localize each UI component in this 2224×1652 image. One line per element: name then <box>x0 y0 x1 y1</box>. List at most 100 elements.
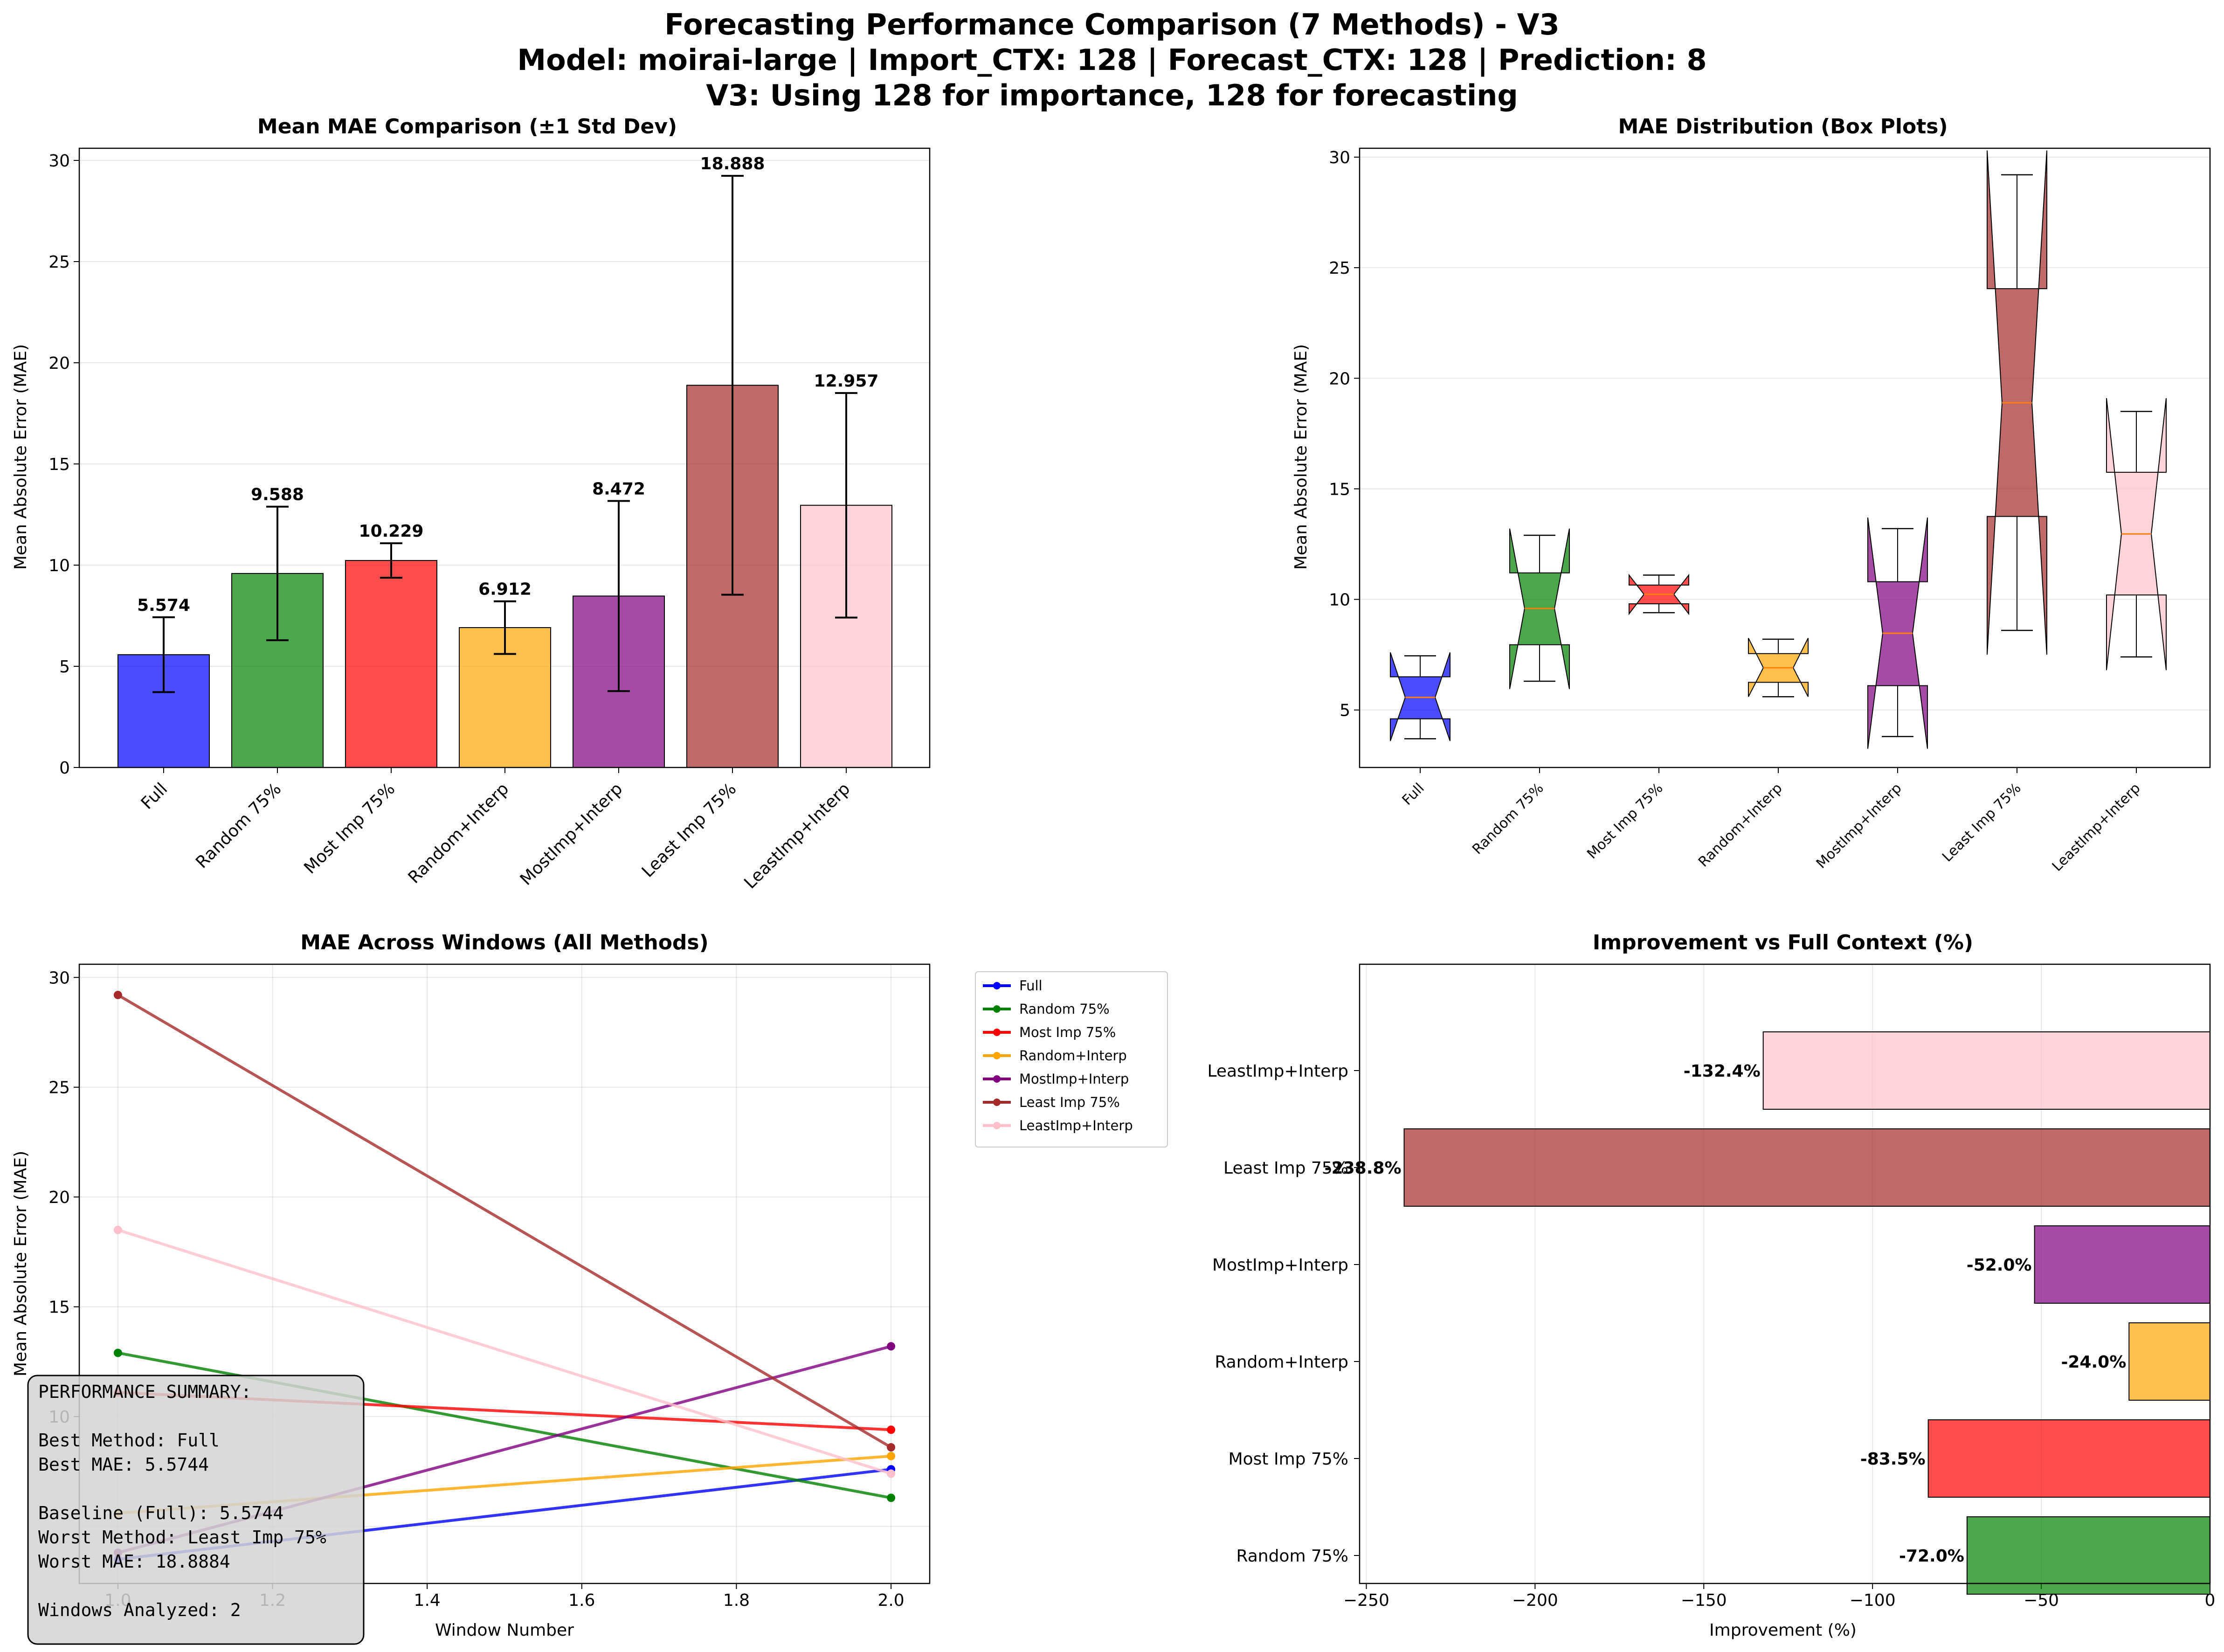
ax4-xtick-label: −150 <box>1681 1591 1727 1610</box>
ax1-title: Mean MAE Comparison (±1 Std Dev) <box>257 115 677 138</box>
ax1-ytick-label: 10 <box>48 556 70 575</box>
ax3-series-marker <box>887 1425 896 1434</box>
legend-label: Random 75% <box>1019 1001 1110 1017</box>
ax2-ytick-label: 20 <box>1329 369 1350 388</box>
ax3-ylabel: Mean Absolute Error (MAE) <box>11 1151 30 1376</box>
ax4-ytick-label: Most Imp 75% <box>1229 1450 1348 1469</box>
ax1-value-label: 10.229 <box>359 522 424 541</box>
legend-label: Least Imp 75% <box>1019 1094 1120 1110</box>
ax4-value-label: -24.0% <box>2061 1353 2126 1372</box>
ax4-bar <box>1403 1128 2211 1207</box>
ax1-ytick-label: 5 <box>59 657 70 677</box>
summary-line: Worst MAE: 18.8884 <box>38 1551 230 1572</box>
ax4-xlabel: Improvement (%) <box>1709 1621 1857 1640</box>
ax3-frame <box>78 963 931 1584</box>
ax3-ytick-label: 15 <box>48 1298 70 1317</box>
ax3-xtick-label: 1.6 <box>568 1591 595 1610</box>
summary-line: Best Method: Full <box>38 1430 220 1451</box>
figure-title-line-2: Model: moirai-large | Import_CTX: 128 | … <box>517 43 1706 77</box>
ax4-value-label: -238.8% <box>1325 1159 1402 1178</box>
ax1-xtick-label: Full <box>138 779 172 813</box>
ax4-ytick-label: MostImp+Interp <box>1212 1256 1348 1275</box>
ax2-ytick-label: 5 <box>1340 701 1350 720</box>
ax3-ytick-label: 20 <box>48 1188 70 1207</box>
ax2-xtick-label: Full <box>1399 780 1428 809</box>
ax4-ytick-label: Least Imp 75% <box>1223 1159 1348 1178</box>
ax1-xtick-label: Random+Interp <box>405 779 513 887</box>
ax2-xtick-label: LeastImp+Interp <box>2049 780 2144 875</box>
ax1-value-label: 9.588 <box>251 485 304 505</box>
ax1-ytick-label: 15 <box>48 455 70 474</box>
ax3-ytick-label: 25 <box>48 1078 70 1098</box>
legend: Full Random 75% Most Imp 75% Random+Interp M… <box>975 971 1168 1147</box>
ax3-xtick-label: 2.0 <box>877 1591 904 1610</box>
figure-title-line-1: Forecasting Performance Comparison (7 Me… <box>664 7 1560 41</box>
ax4-bar <box>2034 1225 2211 1304</box>
ax3-series-line <box>117 1228 891 1475</box>
ax1-value-label: 6.912 <box>478 580 532 599</box>
ax4-value-label: -52.0% <box>1967 1256 2032 1275</box>
ax3-series-marker <box>113 1225 122 1234</box>
ax3-xtick-label: 1.4 <box>414 1591 441 1610</box>
improvement-barh-chart: Improvement vs Full Context (%) Improvem… <box>1207 931 2215 1640</box>
ax4-title: Improvement vs Full Context (%) <box>1593 931 1973 954</box>
ax4-xtick-label: −250 <box>1343 1591 1389 1610</box>
ax1-xtick-label: LeastImp+Interp <box>740 779 854 892</box>
performance-summary-box: PERFORMANCE SUMMARY: Best Method: Full Bes… <box>27 1375 365 1645</box>
summary-line: Windows Analyzed: 2 <box>38 1600 241 1620</box>
ax2-ytick-label: 25 <box>1329 259 1350 278</box>
ax2-xtick-label: MostImp+Interp <box>1813 780 1905 872</box>
ax4-ytick-label: Random+Interp <box>1215 1353 1348 1372</box>
ax4-ytick-label: Random 75% <box>1236 1547 1348 1566</box>
ax1-bar <box>345 560 437 768</box>
legend-label: Most Imp 75% <box>1019 1024 1116 1040</box>
legend-swatch-marker <box>993 1052 1001 1059</box>
ax2-frame <box>1359 147 2211 768</box>
ax1-xtick-label: Random 75% <box>192 779 285 872</box>
ax4-value-label: -132.4% <box>1684 1062 1761 1081</box>
ax1-xtick-label: Most Imp 75% <box>300 779 399 878</box>
legend-frame <box>975 971 1168 1147</box>
ax2-ytick-label: 10 <box>1329 591 1350 610</box>
ax1-ytick-label: 20 <box>48 354 70 373</box>
summary-line: Best MAE: 5.5744 <box>38 1454 209 1475</box>
ax1-ytick-label: 25 <box>48 253 70 272</box>
legend-swatch-marker <box>993 1075 1001 1083</box>
legend-swatch-marker <box>993 1122 1001 1129</box>
ax3-xtick-label: 1.8 <box>723 1591 750 1610</box>
ax1-xtick-label: Least Imp 75% <box>638 779 740 881</box>
ax4-bar <box>1966 1516 2210 1595</box>
ax1-ylabel: Mean Absolute Error (MAE) <box>11 344 30 570</box>
ax1-value-label: 18.888 <box>700 154 765 173</box>
ax3-title: MAE Across Windows (All Methods) <box>300 931 708 954</box>
ax4-ytick-label: LeastImp+Interp <box>1207 1062 1348 1081</box>
ax3-series-marker <box>887 1469 896 1478</box>
mean-mae-bar-chart: Mean MAE Comparison (±1 Std Dev) Mean Ab… <box>11 115 931 892</box>
legend-label: MostImp+Interp <box>1019 1071 1129 1087</box>
ax1-ytick-label: 0 <box>59 759 70 778</box>
legend-label: Full <box>1019 978 1043 994</box>
legend-swatch-marker <box>993 1099 1001 1106</box>
ax4-xtick-label: 0 <box>2205 1591 2216 1610</box>
ax3-series-marker <box>887 1493 896 1502</box>
summary-line: Worst Method: Least Imp 75% <box>38 1527 326 1548</box>
ax4-value-label: -83.5% <box>1860 1450 1926 1469</box>
ax2-xtick-label: Most Imp 75% <box>1584 780 1666 862</box>
ax4-frame <box>1359 963 2211 1584</box>
ax3-ytick-label: 30 <box>48 968 70 988</box>
summary-box-frame <box>27 1375 365 1645</box>
legend-swatch-marker <box>993 1029 1001 1036</box>
ax4-value-label: -72.0% <box>1899 1547 1964 1566</box>
ax1-xtick-label: MostImp+Interp <box>517 779 626 889</box>
ax2-ytick-label: 30 <box>1329 148 1350 167</box>
ax2-xtick-label: Random 75% <box>1469 780 1547 857</box>
ax3-series-marker <box>113 1348 122 1357</box>
ax2-ylabel: Mean Absolute Error (MAE) <box>1292 344 1311 570</box>
ax4-xtick-label: −200 <box>1512 1591 1558 1610</box>
ax2-ytick-label: 15 <box>1329 480 1350 499</box>
figure-title-line-3: V3: Using 128 for importance, 128 for fo… <box>706 78 1518 112</box>
ax3-series-marker <box>887 1443 896 1452</box>
ax1-value-label: 8.472 <box>592 479 645 498</box>
ax4-bar <box>1762 1031 2211 1110</box>
